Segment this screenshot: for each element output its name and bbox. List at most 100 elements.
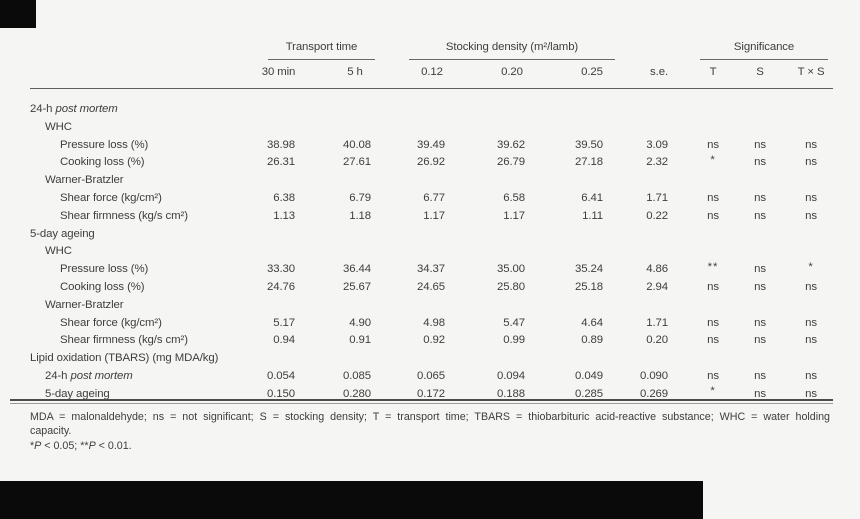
table-row: 24-h post mortem	[10, 101, 836, 119]
subheader-row: 30 min 5 h 0.12 0.20 0.25 s.e. T S T × S	[10, 61, 836, 101]
value-cell	[245, 101, 312, 119]
value-cell	[245, 350, 312, 368]
value-cell	[312, 243, 398, 261]
value-cell	[558, 226, 626, 244]
table-row: 5-day ageing	[10, 226, 836, 244]
significance-cell: ns	[805, 209, 817, 222]
table-row: Lipid oxidation (TBARS) (mg MDA/kg)	[10, 350, 836, 368]
significance-cell: ns	[707, 280, 719, 293]
significance-cell	[734, 119, 786, 137]
value-cell: 4.64	[581, 316, 604, 329]
significance-cell	[734, 226, 786, 244]
value-cell: 4.90	[349, 316, 371, 329]
significance-cell: ns	[805, 191, 817, 204]
table-row: Warner-Bratzler	[10, 297, 836, 315]
table-row: Warner-Bratzler	[10, 172, 836, 190]
value-cell: 34.37	[416, 263, 445, 276]
value-cell: 1.11	[582, 209, 604, 222]
significance-cell: ns	[805, 280, 817, 293]
value-cell: 6.38	[273, 191, 295, 204]
value-cell	[398, 119, 466, 137]
value-cell: 27.61	[342, 156, 371, 169]
value-cell: 0.049	[575, 369, 604, 382]
group-header-significance: Significance	[692, 36, 836, 61]
value-cell: 5.17	[273, 316, 295, 329]
value-cell	[466, 243, 558, 261]
bottom-rule-light	[10, 402, 833, 404]
significance-cell	[734, 350, 786, 368]
significance-cell: ns	[754, 263, 766, 276]
table-row: Shear firmness (kg/s cm²) 0.94 0.91 0.92 0.9…	[10, 332, 836, 350]
value-cell: 0.22	[646, 209, 669, 222]
table-row: Shear force (kg/cm²) 5.17 4.90 4.98 5.47 4.64…	[10, 315, 836, 333]
value-cell	[245, 243, 312, 261]
value-cell: 0.280	[342, 387, 371, 400]
table-row: 24-h post mortem 0.054 0.085 0.065 0.094 0.04…	[10, 368, 836, 386]
column-header: S	[756, 66, 764, 78]
significance-cell	[786, 119, 836, 137]
column-header: 0.25	[581, 66, 603, 78]
row-label: Cooking loss (%)	[60, 156, 145, 169]
row-label: WHC	[45, 120, 72, 133]
value-cell: 40.08	[342, 138, 371, 151]
row-label: Shear firmness (kg/s cm²)	[60, 209, 188, 222]
significance-cell	[786, 297, 836, 315]
significance-cell: ns	[754, 387, 766, 400]
significance-cell: ns	[707, 369, 719, 382]
value-cell: 4.86	[646, 263, 669, 276]
significance-cell: ns	[805, 387, 817, 400]
value-cell	[466, 172, 558, 190]
value-cell	[398, 101, 466, 119]
column-header: T × S	[797, 66, 825, 78]
table-row: Pressure loss (%) 33.30 36.44 34.37 35.00 35.…	[10, 261, 836, 279]
black-overlay-top-left	[0, 0, 36, 28]
value-cell	[398, 243, 466, 261]
value-cell: 39.62	[496, 138, 525, 151]
significance-cell: ns	[805, 138, 817, 151]
row-label: Warner-Bratzler	[45, 298, 124, 311]
value-cell	[626, 350, 692, 368]
value-cell: 0.172	[416, 387, 445, 400]
value-cell	[626, 243, 692, 261]
column-header: 0.12	[421, 66, 443, 78]
value-cell: 1.71	[646, 191, 669, 204]
corner-header	[10, 36, 245, 61]
value-cell: 1.71	[646, 316, 669, 329]
significance-cell: ns	[754, 138, 766, 151]
column-header: 30 min	[261, 66, 296, 78]
row-label: 5-day ageing	[45, 387, 110, 400]
significance-cell: *	[710, 153, 716, 166]
significance-cell: ns	[805, 334, 817, 347]
group-header-transport-time: Transport time	[245, 36, 398, 61]
value-cell	[466, 226, 558, 244]
significance-cell: ns	[754, 209, 766, 222]
significance-cell	[734, 243, 786, 261]
value-cell	[312, 297, 398, 315]
significance-cell: ns	[754, 369, 766, 382]
value-cell: 26.79	[496, 156, 525, 169]
footnote-abbreviations: MDA = malonaldehyde; ns = not significan…	[30, 411, 830, 423]
bottom-rule-dark	[10, 399, 833, 401]
value-cell: 5.47	[503, 316, 525, 329]
significance-cell	[692, 350, 734, 368]
column-header-empty	[10, 61, 245, 101]
value-cell: 0.94	[273, 334, 295, 347]
value-cell: 38.98	[266, 138, 295, 151]
value-cell: 1.17	[503, 209, 525, 222]
significance-cell: ns	[805, 369, 817, 382]
table-row: Shear firmness (kg/s cm²) 1.13 1.18 1.17 1.1…	[10, 208, 836, 226]
value-cell: 39.50	[575, 138, 604, 151]
significance-cell: ns	[754, 316, 766, 329]
value-cell: 0.99	[503, 334, 525, 347]
value-cell: 0.89	[581, 334, 604, 347]
row-label: Shear force (kg/cm²)	[60, 316, 162, 329]
row-label: Cooking loss (%)	[60, 280, 145, 293]
value-cell: 25.18	[575, 280, 604, 293]
significance-cell: ns	[805, 156, 817, 169]
significance-cell	[734, 297, 786, 315]
significance-cell	[786, 350, 836, 368]
table-row: WHC	[10, 243, 836, 261]
value-cell: 0.150	[266, 387, 295, 400]
value-cell	[245, 297, 312, 315]
group-header-row: Transport time Stocking density (m²/lamb)…	[10, 36, 836, 61]
